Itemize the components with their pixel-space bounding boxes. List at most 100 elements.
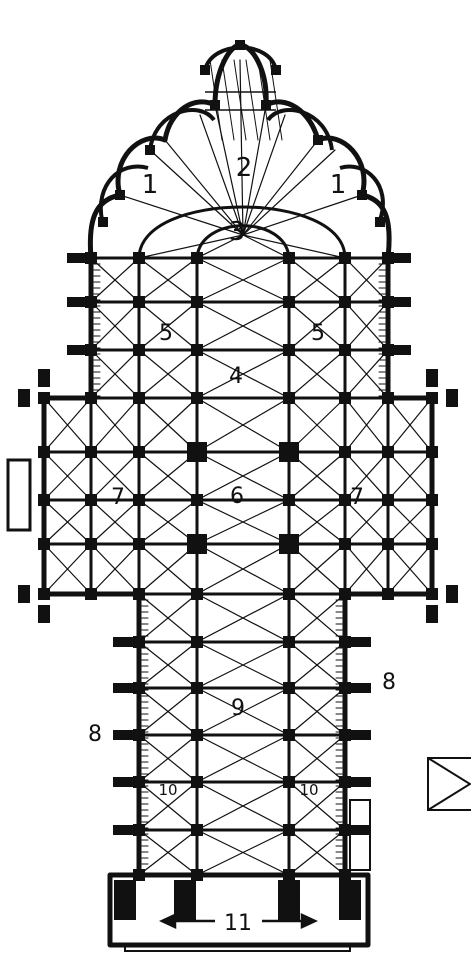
pier	[133, 588, 145, 600]
pier	[426, 494, 438, 506]
vault-rib	[196, 301, 290, 351]
label-apse: 3	[229, 217, 246, 247]
apse-rib	[242, 114, 286, 236]
pier	[174, 880, 196, 920]
vault-rib	[138, 641, 198, 689]
apse-rib	[149, 149, 244, 236]
pier	[426, 588, 438, 600]
pier	[283, 729, 295, 741]
vault-rib	[90, 257, 140, 303]
chapel-arc-2	[148, 108, 216, 151]
pier	[283, 494, 295, 506]
pier	[283, 296, 295, 308]
vault-rib	[288, 451, 346, 501]
pier	[191, 588, 203, 600]
pier	[38, 446, 50, 458]
pier	[113, 777, 139, 787]
pier	[382, 392, 394, 404]
pier	[210, 100, 220, 110]
vault-rib	[344, 499, 389, 545]
pier	[339, 538, 351, 550]
pier	[283, 392, 295, 404]
pier	[191, 824, 203, 836]
pier	[382, 446, 394, 458]
pier	[191, 636, 203, 648]
apse-rib	[242, 139, 319, 236]
pier	[38, 538, 50, 550]
apse-rib	[164, 139, 244, 236]
pier	[339, 296, 351, 308]
pier	[133, 252, 145, 264]
apse-rib	[242, 234, 290, 259]
vault-rib	[90, 451, 140, 501]
vault-rib	[90, 543, 140, 595]
label-aisle-right: 8	[382, 670, 396, 695]
chapel-arc-0	[98, 164, 149, 221]
pier	[191, 494, 203, 506]
pier	[382, 538, 394, 550]
vault-rib	[196, 734, 290, 783]
vault-rib	[138, 734, 198, 783]
vault-rib	[196, 499, 290, 545]
apse-rib	[199, 114, 244, 236]
vault-rib	[196, 397, 290, 453]
pier	[339, 588, 351, 600]
pier	[133, 538, 145, 550]
vault-rib	[344, 257, 389, 303]
pier	[133, 494, 145, 506]
vault-rib	[138, 349, 198, 399]
vault-rib	[196, 451, 290, 501]
pier	[67, 345, 89, 355]
pier	[283, 588, 295, 600]
pier	[18, 585, 30, 603]
vault-rib	[138, 397, 198, 453]
pier	[133, 392, 145, 404]
pier	[283, 252, 295, 264]
pier	[283, 869, 295, 881]
pier	[279, 534, 299, 554]
pier	[426, 392, 438, 404]
chapel-hatch	[233, 59, 247, 141]
vault-rib	[387, 397, 433, 453]
apse-rib	[138, 234, 244, 259]
apse-rib	[242, 149, 336, 236]
pier	[133, 446, 145, 458]
pier	[278, 880, 300, 920]
vault-rib	[344, 301, 389, 351]
pier	[283, 682, 295, 694]
vault-rib	[288, 301, 346, 351]
label-choir-aisle-right: 5	[311, 321, 325, 346]
vault-rib	[344, 451, 389, 501]
pier	[426, 446, 438, 458]
pier	[114, 880, 136, 920]
pier	[339, 880, 361, 920]
pier	[145, 145, 155, 155]
pier	[85, 538, 97, 550]
vault-rib	[196, 349, 290, 399]
pier	[18, 389, 30, 407]
vault-rib	[288, 734, 346, 783]
pier	[113, 730, 139, 740]
pier	[283, 344, 295, 356]
chapel-hatch	[245, 59, 259, 141]
pier	[113, 683, 139, 693]
pier	[191, 344, 203, 356]
vault-rib	[43, 451, 92, 501]
pier	[446, 389, 458, 407]
pier	[382, 588, 394, 600]
pier	[357, 190, 367, 200]
label-ambulatory: 2	[236, 153, 253, 183]
pier	[283, 824, 295, 836]
legend-box	[427, 757, 471, 811]
vault-rib	[288, 781, 346, 831]
pier	[133, 296, 145, 308]
chapel-arc-3	[266, 108, 334, 151]
vault-rib	[344, 349, 389, 399]
pier	[191, 296, 203, 308]
vault-rib	[138, 301, 198, 351]
pier	[38, 494, 50, 506]
label-transept-left: 7	[111, 485, 125, 510]
vault-rib	[288, 829, 346, 876]
vault-rib	[196, 593, 290, 643]
